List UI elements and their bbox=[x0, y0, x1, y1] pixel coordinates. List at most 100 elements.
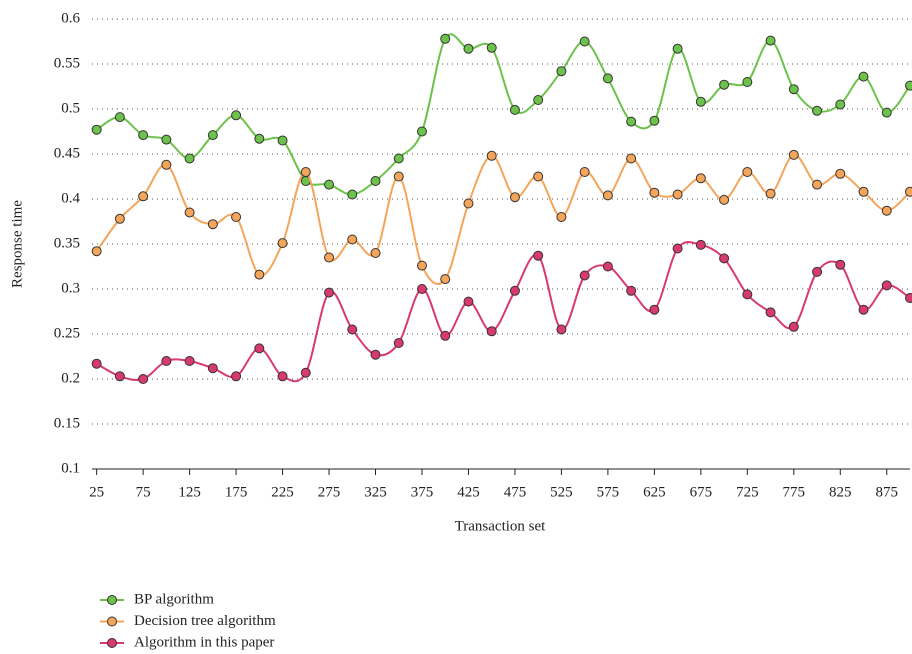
data-point bbox=[765, 188, 776, 199]
data-point bbox=[207, 130, 218, 141]
x-tick-label: 775 bbox=[783, 484, 806, 500]
data-point bbox=[533, 95, 544, 105]
data-point bbox=[649, 304, 660, 315]
data-point bbox=[300, 167, 311, 177]
data-point bbox=[393, 153, 404, 164]
data-point bbox=[533, 171, 544, 182]
x-tick-label: 875 bbox=[876, 484, 899, 500]
data-point bbox=[881, 280, 892, 291]
data-point bbox=[300, 367, 311, 378]
data-point bbox=[626, 153, 637, 164]
data-point bbox=[881, 205, 892, 216]
data-point bbox=[719, 253, 730, 264]
data-point bbox=[184, 153, 195, 164]
data-point bbox=[440, 33, 451, 44]
data-point bbox=[114, 371, 125, 382]
data-point bbox=[231, 212, 242, 222]
data-point bbox=[254, 133, 265, 144]
data-point bbox=[858, 304, 869, 315]
y-tick-label: 0.35 bbox=[54, 235, 80, 251]
data-point bbox=[905, 186, 912, 197]
data-point bbox=[812, 266, 823, 277]
x-tick-label: 275 bbox=[318, 484, 341, 500]
y-tick-label: 0.45 bbox=[54, 145, 80, 161]
y-axis-label: Response time bbox=[9, 200, 25, 288]
data-point bbox=[858, 71, 869, 82]
data-point bbox=[138, 191, 149, 202]
data-point bbox=[579, 36, 590, 47]
x-tick-label: 425 bbox=[457, 484, 480, 500]
data-point bbox=[788, 149, 799, 160]
data-point bbox=[486, 42, 497, 53]
data-point bbox=[602, 73, 613, 84]
y-tick-label: 0.3 bbox=[61, 280, 80, 296]
data-point bbox=[556, 212, 567, 222]
data-point bbox=[835, 168, 846, 179]
data-point bbox=[184, 207, 195, 218]
y-tick-label: 0.1 bbox=[61, 460, 80, 476]
data-point bbox=[207, 363, 218, 374]
data-point bbox=[138, 130, 149, 141]
data-point bbox=[835, 99, 846, 110]
data-point bbox=[812, 105, 823, 116]
data-point bbox=[416, 126, 427, 137]
data-point bbox=[347, 234, 358, 245]
data-point bbox=[626, 285, 637, 296]
data-point bbox=[905, 80, 912, 91]
y-tick-label: 0.25 bbox=[54, 325, 80, 341]
x-tick-label: 25 bbox=[89, 484, 104, 500]
y-tick-label: 0.4 bbox=[61, 190, 80, 206]
data-point bbox=[463, 296, 474, 307]
data-point bbox=[254, 269, 265, 280]
data-point bbox=[742, 289, 753, 300]
data-point bbox=[812, 179, 823, 190]
data-point bbox=[765, 307, 776, 318]
x-tick-label: 675 bbox=[690, 484, 713, 500]
y-tick-label: 0.55 bbox=[54, 55, 80, 71]
legend-marker bbox=[107, 595, 117, 605]
x-tick-label: 575 bbox=[597, 484, 620, 500]
x-tick-label: 825 bbox=[829, 484, 852, 500]
legend-label: BP algorithm bbox=[134, 591, 214, 607]
x-tick-label: 525 bbox=[550, 484, 573, 500]
series-line bbox=[96, 241, 911, 383]
data-point bbox=[416, 284, 427, 294]
legend-label: Algorithm in this paper bbox=[134, 634, 274, 650]
data-point bbox=[91, 246, 102, 257]
data-point bbox=[719, 79, 730, 90]
data-point bbox=[161, 356, 172, 366]
data-point bbox=[347, 189, 358, 200]
data-point bbox=[416, 260, 427, 271]
data-point bbox=[649, 187, 660, 198]
data-point bbox=[324, 287, 335, 298]
data-point bbox=[509, 104, 520, 115]
data-point bbox=[579, 270, 590, 281]
data-point bbox=[579, 167, 590, 177]
data-point bbox=[463, 198, 474, 209]
data-point bbox=[370, 248, 381, 258]
x-tick-label: 175 bbox=[225, 484, 248, 500]
series-line bbox=[96, 33, 911, 196]
x-tick-label: 325 bbox=[364, 484, 387, 500]
data-point bbox=[742, 167, 753, 177]
data-point bbox=[463, 43, 474, 54]
legend-label: Decision tree algorithm bbox=[134, 613, 276, 629]
data-point bbox=[719, 194, 730, 205]
data-point bbox=[440, 274, 451, 285]
data-point bbox=[347, 324, 358, 335]
data-point bbox=[91, 358, 102, 369]
data-point bbox=[672, 43, 683, 54]
x-axis-label: Transaction set bbox=[455, 518, 547, 534]
data-point bbox=[602, 190, 613, 201]
data-point bbox=[370, 176, 381, 186]
data-point bbox=[486, 326, 497, 337]
data-point bbox=[254, 343, 265, 354]
data-point bbox=[277, 238, 288, 249]
data-point bbox=[858, 186, 869, 197]
x-tick-label: 475 bbox=[504, 484, 527, 500]
data-point bbox=[672, 243, 683, 254]
x-tick-label: 725 bbox=[736, 484, 759, 500]
y-tick-label: 0.5 bbox=[61, 100, 80, 116]
data-point bbox=[695, 173, 706, 184]
